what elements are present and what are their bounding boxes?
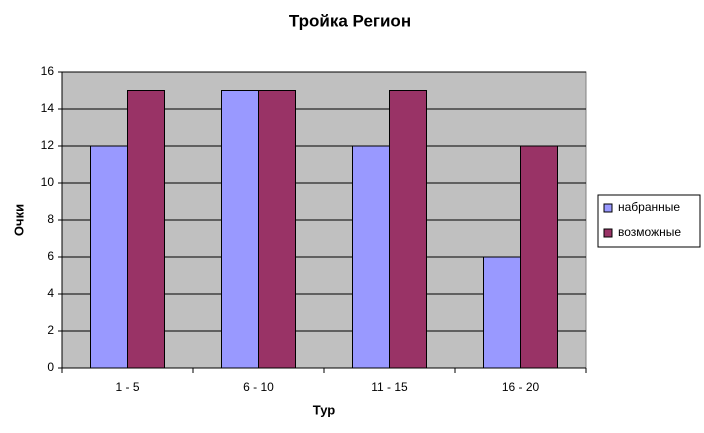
x-tick-label: 16 - 20 [502,380,540,394]
bar [258,90,296,369]
y-tick-label: 14 [41,101,55,115]
bar [127,90,165,369]
x-tick-label: 11 - 15 [371,380,408,394]
y-tick-label: 6 [47,249,54,263]
legend-swatch [603,228,613,238]
legend-label: возможные [618,225,681,239]
bar [221,90,259,369]
legend-label: набранные [618,200,680,214]
legend-box [597,194,701,248]
legend-swatch [603,203,613,213]
bar [90,145,128,369]
y-axis-title: Очки [11,204,26,236]
bar [352,145,390,369]
y-tick-label: 2 [47,323,54,337]
y-tick-label: 8 [47,212,54,226]
bar [389,90,427,369]
y-tick-label: 10 [41,175,55,189]
x-tick-label: 1 - 5 [115,380,139,394]
bar [483,256,521,369]
x-axis-title: Тур [313,402,336,417]
y-tick-label: 16 [41,64,55,78]
x-tick-label: 6 - 10 [243,380,274,394]
y-tick-label: 4 [47,286,54,300]
y-tick-label: 0 [47,360,54,374]
chart-title: Тройка Регион [289,11,411,30]
y-tick-label: 12 [41,138,55,152]
bar [520,145,558,369]
